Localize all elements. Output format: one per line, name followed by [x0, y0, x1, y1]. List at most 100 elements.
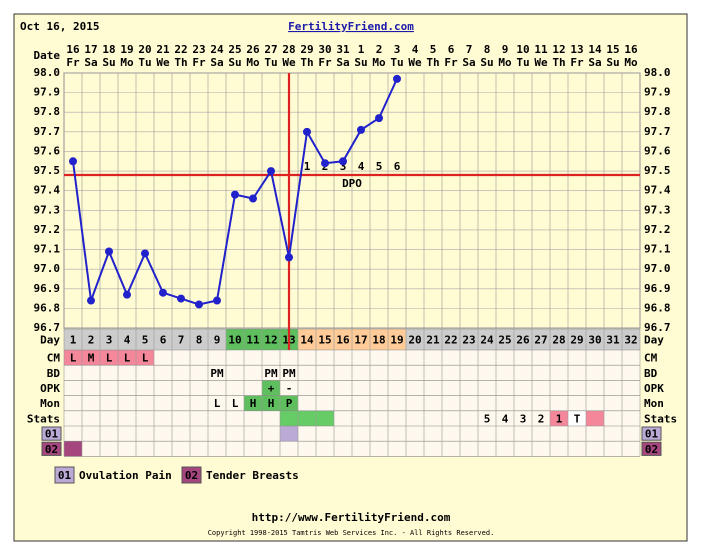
day-number: 17	[354, 334, 367, 347]
row-entry: 2	[538, 412, 545, 425]
day-number: 25	[498, 334, 511, 347]
date-label: 13	[570, 43, 583, 56]
weekday-label: Su	[606, 56, 619, 69]
y-tick-label: 96.9	[34, 282, 61, 295]
dpo-number: 1	[304, 160, 311, 173]
weekday-label: Th	[552, 56, 565, 69]
day-number: 9	[214, 334, 221, 347]
date-label: 30	[318, 43, 331, 56]
day-cell	[298, 329, 316, 350]
row-label: CM	[47, 352, 61, 365]
weekday-label: Fr	[66, 56, 80, 69]
row-entry: 4	[502, 412, 509, 425]
weekday-label: Tu	[138, 56, 151, 69]
day-number: 20	[408, 334, 421, 347]
day-cell	[442, 329, 460, 350]
legend-code: 02	[185, 469, 198, 482]
row-label: BD	[47, 367, 61, 380]
day-cell	[352, 329, 370, 350]
legend-text: Ovulation Pain	[79, 469, 172, 482]
date-label: 18	[102, 43, 115, 56]
weekday-label: Sa	[336, 56, 349, 69]
y-tick-label: 97.3	[34, 203, 61, 216]
row-cell	[568, 410, 586, 426]
y-tick-label: 97.7	[34, 125, 61, 138]
date-label: 7	[466, 43, 473, 56]
day-cell	[316, 329, 334, 350]
row-entry: PM	[282, 367, 296, 380]
day-number: 21	[426, 334, 440, 347]
weekday-label: Th	[174, 56, 187, 69]
day-number: 29	[570, 334, 583, 347]
y-tick-label-right: 98.0	[644, 66, 671, 79]
row-entry: T	[574, 412, 581, 425]
y-tick-label-right: 97.7	[644, 125, 671, 138]
temperature-point	[159, 288, 167, 297]
weekday-label: We	[408, 56, 422, 69]
day-cell	[424, 329, 442, 350]
row-cell	[136, 350, 154, 366]
day-number: 11	[246, 334, 260, 347]
symptom-code-right-box	[641, 441, 662, 456]
temperature-point	[393, 74, 401, 83]
y-tick-label-right: 97.1	[644, 243, 671, 256]
day-number: 18	[372, 334, 385, 347]
dpo-number: 5	[376, 160, 383, 173]
row-cell	[118, 350, 136, 366]
day-cell	[118, 329, 136, 350]
weekday-label: We	[156, 56, 170, 69]
date-label: 28	[282, 43, 295, 56]
date-label: 26	[246, 43, 260, 56]
symptom-cell	[280, 426, 298, 442]
row-entry: 1	[556, 412, 563, 425]
temperature-point	[249, 194, 257, 203]
temperature-point	[177, 294, 185, 303]
day-cell	[622, 329, 640, 350]
day-number: 24	[480, 334, 494, 347]
date-label: 16	[66, 43, 80, 56]
day-number: 12	[264, 334, 277, 347]
row-entry: L	[142, 352, 149, 365]
date-label: 3	[394, 43, 401, 56]
row-entry: PM	[264, 367, 278, 380]
day-number: 16	[336, 334, 350, 347]
weekday-label: Sa	[588, 56, 601, 69]
temperature-point	[123, 290, 131, 299]
day-cell	[172, 329, 190, 350]
day-cell	[64, 329, 82, 350]
y-tick-label-right: 97.9	[644, 86, 671, 99]
symptom-code-box	[41, 426, 62, 441]
dpo-number: 4	[358, 160, 365, 173]
date-label: 25	[228, 43, 241, 56]
weekday-label: Th	[300, 56, 313, 69]
weekday-label: We	[534, 56, 548, 69]
day-number: 28	[552, 334, 565, 347]
temperature-point	[357, 125, 365, 134]
day-label-right: Day	[644, 334, 664, 347]
dpo-number: 6	[394, 160, 401, 173]
date-label: 27	[264, 43, 277, 56]
row-label-right: OPK	[644, 382, 664, 395]
day-cell	[154, 329, 172, 350]
row-cell	[100, 350, 118, 366]
weekday-label: Sa	[462, 56, 475, 69]
day-cell	[226, 329, 244, 350]
day-cell	[496, 329, 514, 350]
weekday-label: Tu	[264, 56, 277, 69]
day-cell	[478, 329, 496, 350]
weekday-label: Fr	[444, 56, 458, 69]
row-entry: L	[232, 397, 239, 410]
date-label: Date	[34, 49, 61, 62]
y-tick-label: 97.2	[34, 223, 61, 236]
chart-title[interactable]: FertilityFriend.com	[288, 20, 414, 33]
date-label: 29	[300, 43, 313, 56]
day-number: 10	[228, 334, 241, 347]
row-cell	[316, 410, 334, 426]
day-number: 1	[70, 334, 77, 347]
date-label: 10	[516, 43, 529, 56]
footer-url[interactable]: http://www.FertilityFriend.com	[252, 511, 451, 524]
day-cell	[532, 329, 550, 350]
row-entry: P	[286, 397, 293, 410]
temperature-point	[195, 300, 203, 309]
row-cell	[82, 350, 100, 366]
